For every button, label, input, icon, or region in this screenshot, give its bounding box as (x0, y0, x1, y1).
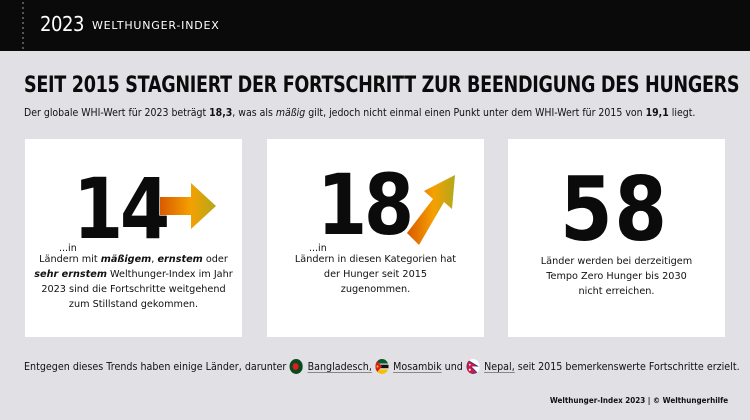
country-link-mozambique[interactable]: Mosambik (393, 360, 442, 373)
desc-text: , (151, 254, 158, 265)
bangladesh-flag-icon (289, 359, 304, 374)
report-year: 2023 (40, 12, 85, 36)
mozambique-flag-icon (375, 359, 389, 374)
category-serious: ernstem (157, 254, 203, 265)
desc-text: 2023 sind die Fortschritte weitgehend (41, 284, 226, 295)
note-text: seit 2015 bemerkenswerte Fortschritte er… (514, 360, 740, 373)
desc-text: Welthunger-Index im Jahr (106, 269, 233, 280)
nepal-flag-icon (466, 359, 480, 374)
dashed-divider (22, 2, 24, 49)
whi-value-2023: 18,3 (209, 106, 233, 119)
top-bar: 2023 WELTHUNGER-INDEX (0, 0, 750, 51)
subtitle-text: , was als (232, 106, 276, 119)
stat-number: 18 (317, 156, 414, 254)
note-text: und (441, 360, 463, 373)
subtitle: Der globale WHI-Wert für 2023 beträgt 18… (24, 106, 695, 119)
desc-text: der Hunger seit 2015 (323, 269, 428, 280)
category-moderate: mäßigem (100, 254, 152, 265)
progress-note: Entgegen dieses Trends haben einige Länd… (24, 359, 740, 374)
subtitle-text: liegt. (668, 106, 696, 119)
brand-title: WELTHUNGER-INDEX (92, 19, 220, 32)
desc-text: zugenommen. (340, 284, 411, 295)
desc-text: Länder werden bei derzeitigem (540, 256, 693, 267)
whi-category: mäßig (275, 106, 306, 119)
note-text: Entgegen dieses Trends haben einige Länd… (24, 360, 287, 373)
stat-description: Ländern in diesen Kategorien hat der Hun… (267, 252, 484, 297)
stat-prefix: ...in (59, 243, 77, 254)
page-title: SEIT 2015 STAGNIERT DER FORTSCHRITT ZUR … (24, 73, 740, 98)
arrow-right-icon (160, 183, 216, 229)
desc-text: nicht erreichen. (578, 286, 655, 297)
arrow-up-right-icon (407, 175, 455, 245)
stat-card-increase: 18 ...in Ländern in diesen Kategorien ha… (267, 139, 484, 337)
desc-text: Ländern mit (39, 254, 101, 265)
stat-description: Ländern mit mäßigem, ernstem oder sehr e… (25, 252, 242, 312)
desc-text: zum Stillstand gekommen. (68, 299, 199, 310)
stat-number: 14 (73, 160, 170, 258)
subtitle-text: Der globale WHI-Wert für 2023 beträgt (24, 106, 210, 119)
country-link-bangladesh[interactable]: Bangladesch, (307, 360, 372, 373)
whi-value-2015: 19,1 (645, 106, 669, 119)
subtitle-text: gilt, jedoch nicht einmal einen Punkt un… (305, 106, 646, 119)
desc-text: oder (202, 254, 228, 265)
country-link-nepal[interactable]: Nepal, (484, 360, 515, 373)
desc-text: Tempo Zero Hunger bis 2030 (546, 271, 687, 282)
desc-text: Ländern in diesen Kategorien hat (294, 254, 457, 265)
stat-card-stagnation: 14 ...in Ländern mit mäßigem, ernstem od… (25, 139, 242, 337)
stat-description: Länder werden bei derzeitigem Tempo Zero… (508, 254, 725, 299)
stat-card-zero-hunger: 58 Länder werden bei derzeitigem Tempo Z… (508, 139, 725, 337)
stat-prefix: ...in (309, 243, 327, 254)
category-alarming: sehr ernstem (34, 269, 107, 280)
source-credit: Welthunger-Index 2023 | © Welthungerhilf… (549, 396, 728, 405)
stat-number: 58 (560, 158, 669, 261)
